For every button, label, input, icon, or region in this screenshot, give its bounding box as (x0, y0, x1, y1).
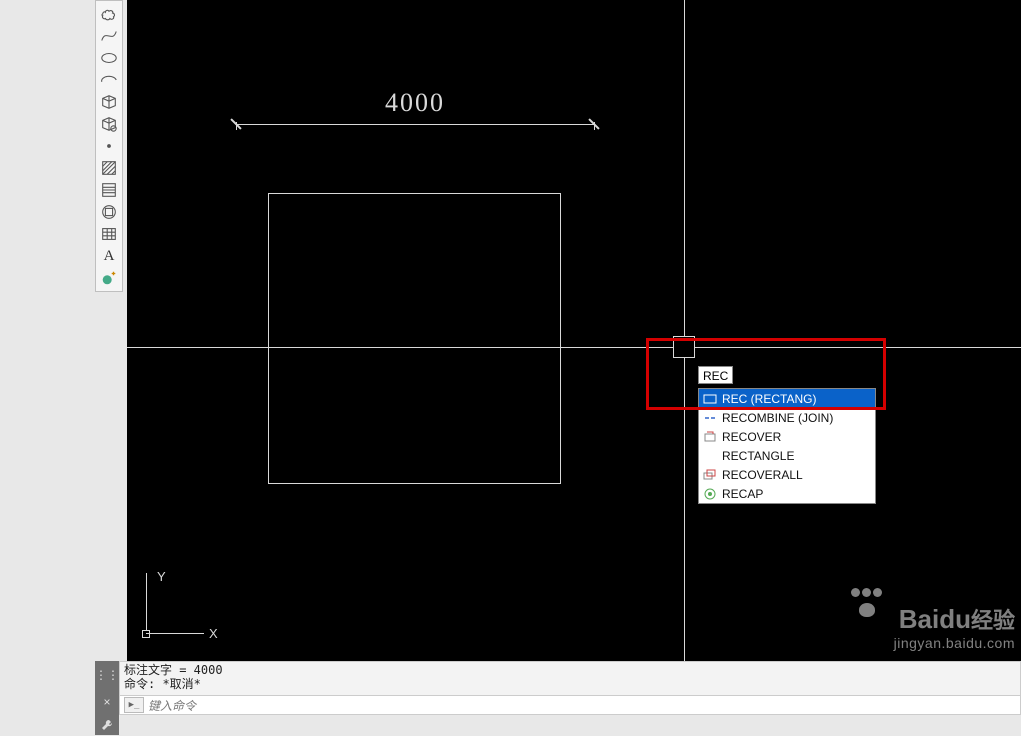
watermark-brand-cn: 经验 (971, 608, 1015, 633)
insert-block-icon[interactable] (98, 91, 120, 113)
drawn-rectangle[interactable] (268, 193, 561, 484)
autocomplete-label: RECOVERALL (722, 468, 803, 482)
table-icon[interactable] (98, 223, 120, 245)
autocomplete-item-rectangle[interactable]: RECTANGLE (699, 446, 875, 465)
crosshair-horizontal (127, 347, 1021, 348)
text-icon[interactable]: A (98, 245, 120, 267)
autocomplete-item-recoverall[interactable]: RECOVERALL (699, 465, 875, 484)
dimension-value: 4000 (127, 88, 703, 118)
autocomplete-label: RECOVER (722, 430, 781, 444)
join-icon (703, 411, 717, 425)
hatch-icon[interactable] (98, 157, 120, 179)
autocomplete-item-recover[interactable]: RECOVER (699, 427, 875, 446)
command-input-row[interactable]: ▶_ 键入命令 (119, 695, 1021, 715)
spline-icon[interactable] (98, 25, 120, 47)
ucs-icon: X Y (137, 573, 207, 643)
close-icon[interactable]: × (103, 695, 110, 709)
watermark-url: jingyan.baidu.com (894, 635, 1015, 651)
command-gutter: ⋮⋮ × (95, 661, 119, 715)
ucs-x-label: X (209, 626, 218, 641)
ellipse-arc-icon[interactable] (98, 69, 120, 91)
watermark-paw-icon (850, 584, 883, 617)
blank-icon (703, 449, 717, 463)
autocomplete-label: RECOMBINE (JOIN) (722, 411, 833, 425)
dimension-tick-left (231, 119, 241, 129)
command-history-button[interactable]: ▶_ (124, 697, 144, 713)
grip-icon[interactable]: ⋮⋮ (95, 668, 119, 682)
command-line-area: ⋮⋮ × 标注文字 = 4000 命令: *取消* ▶_ 键入命令 (95, 661, 1021, 736)
ucs-y-label: Y (157, 569, 166, 584)
watermark: Baidu经验 jingyan.baidu.com (894, 603, 1015, 651)
history-line-2: 命令: *取消* (124, 677, 201, 691)
autocomplete-item-recap[interactable]: RECAP (699, 484, 875, 503)
autocomplete-label: RECTANGLE (722, 449, 794, 463)
drawing-canvas[interactable]: 4000 X Y REC REC (RECTANG) (127, 0, 1021, 661)
crosshair-vertical (684, 0, 685, 661)
history-line-1: 标注文字 = 4000 (124, 663, 223, 677)
recap-icon (703, 487, 717, 501)
autocomplete-label: RECAP (722, 487, 763, 501)
make-block-icon[interactable] (98, 113, 120, 135)
draw-toolbar: A (95, 0, 123, 292)
region-icon[interactable] (98, 201, 120, 223)
command-input-placeholder: 键入命令 (148, 697, 196, 714)
point-icon[interactable] (98, 135, 120, 157)
autocomplete-item-recombine[interactable]: RECOMBINE (JOIN) (699, 408, 875, 427)
gradient-icon[interactable] (98, 179, 120, 201)
recover-icon (703, 430, 717, 444)
add-selected-icon[interactable] (98, 267, 120, 289)
watermark-brand: Baidu (899, 604, 971, 634)
recoverall-icon (703, 468, 717, 482)
annotation-highlight-box (646, 338, 886, 410)
revision-cloud-icon[interactable] (98, 3, 120, 25)
dimension-tick-right (589, 119, 599, 129)
customize-icon[interactable] (95, 715, 119, 735)
ellipse-icon[interactable] (98, 47, 120, 69)
dimension-line (236, 124, 595, 125)
command-history: 标注文字 = 4000 命令: *取消* (119, 661, 1021, 695)
